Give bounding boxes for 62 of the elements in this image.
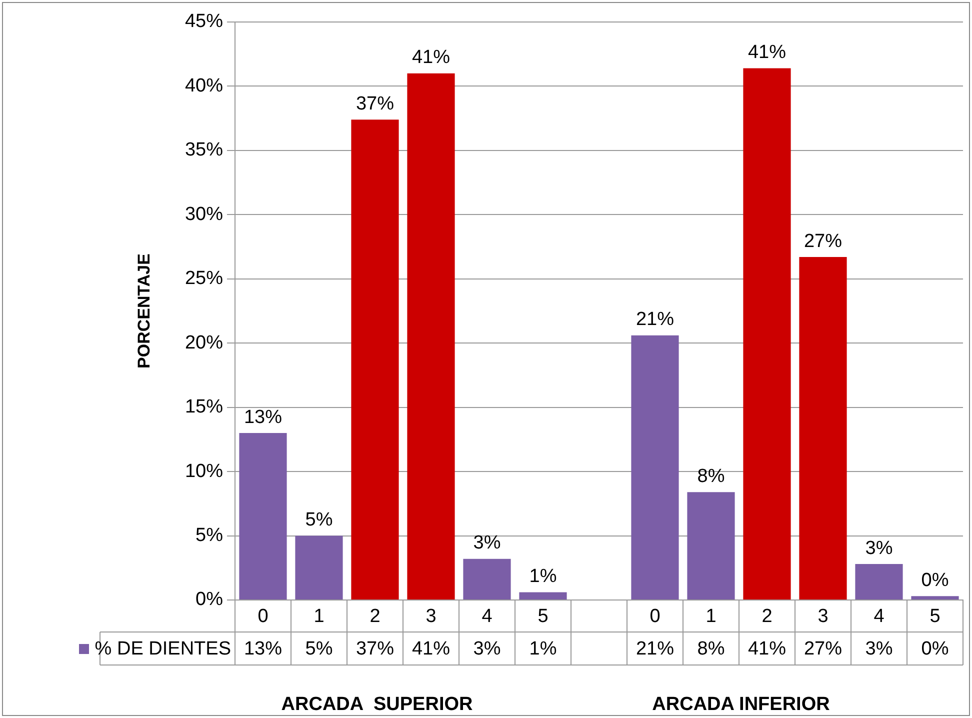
- y-tick-label: 45%: [184, 11, 224, 32]
- bar: [687, 492, 735, 600]
- y-tick-label: 15%: [184, 396, 224, 418]
- text: 37%: [356, 93, 394, 114]
- y-tick-label: 25%: [184, 268, 224, 290]
- text: 41%: [748, 42, 786, 63]
- bar: [239, 433, 287, 600]
- y-tick-label: 35%: [184, 140, 224, 161]
- data-label: 0%: [921, 638, 949, 660]
- x-tick-label: 1: [706, 606, 716, 628]
- data-label: 21%: [636, 638, 674, 660]
- y-tick-label: 40%: [184, 75, 224, 96]
- data-label: 1%: [529, 638, 557, 660]
- text: 41%: [412, 47, 450, 68]
- bar: [463, 558, 511, 600]
- x-tick-label: 5: [538, 606, 548, 628]
- data-label: 3%: [473, 638, 501, 660]
- y-axis-title: PORCENTAJE: [134, 254, 154, 368]
- data-label: 41%: [412, 638, 450, 660]
- bar: [407, 73, 455, 600]
- text: 21%: [636, 309, 674, 330]
- bar: [855, 564, 903, 600]
- x-tick-label: 1: [314, 606, 324, 628]
- x-tick-label: 4: [874, 606, 885, 628]
- text: ARCADA INFERIOR: [652, 694, 830, 716]
- bar: [911, 596, 959, 600]
- text: 1%: [529, 566, 557, 588]
- bar: [519, 592, 567, 600]
- bar: [799, 257, 847, 600]
- text: 8%: [697, 466, 725, 487]
- x-tick-label: 0: [258, 606, 268, 628]
- data-label: 37%: [356, 638, 394, 660]
- bar: [351, 120, 399, 600]
- y-tick-label: 10%: [184, 460, 224, 482]
- text: 0%: [921, 570, 949, 591]
- x-tick-label: 2: [762, 606, 772, 628]
- data-label: 27%: [804, 638, 842, 660]
- text: 5%: [305, 510, 333, 531]
- x-tick-label: 0: [650, 606, 660, 628]
- y-tick-label: 0%: [196, 589, 224, 610]
- data-label: 5%: [305, 638, 333, 660]
- bar: [631, 335, 679, 600]
- text: 13%: [244, 406, 282, 428]
- x-tick-label: 2: [370, 606, 380, 628]
- data-label: 3%: [865, 638, 893, 660]
- data-label: 8%: [697, 638, 725, 660]
- x-tick-label: 4: [482, 606, 493, 628]
- x-tick-label: 3: [818, 606, 828, 628]
- y-tick-label: 30%: [184, 204, 224, 225]
- text: 27%: [804, 230, 842, 252]
- y-tick-label: 5%: [196, 525, 224, 546]
- text: 3%: [473, 532, 501, 554]
- bar: [743, 68, 791, 600]
- text: % DE DIENTES: [94, 638, 231, 660]
- data-label: 41%: [748, 638, 786, 660]
- bar: [295, 536, 343, 600]
- data-label: 13%: [244, 638, 282, 660]
- text: ARCADA SUPERIOR: [281, 694, 473, 716]
- x-tick-label: 5: [930, 606, 940, 628]
- x-tick-label: 3: [426, 606, 436, 628]
- y-tick-label: 20%: [184, 332, 224, 354]
- text: 3%: [865, 538, 893, 559]
